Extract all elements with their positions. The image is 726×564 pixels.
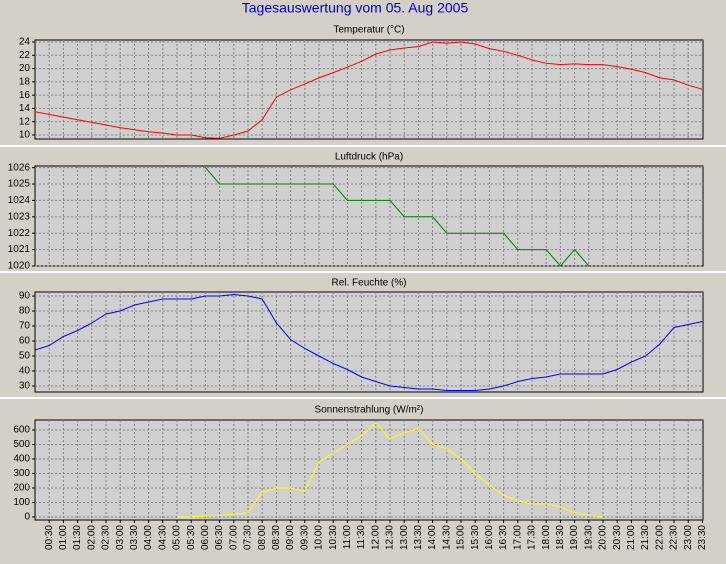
x-tick-label: 20:00 [598, 525, 609, 550]
x-tick-label: 23:00 [683, 525, 694, 550]
x-tick-label: 14:30 [441, 525, 452, 550]
x-tick-label: 23:30 [697, 525, 708, 550]
x-tick-label: 16:30 [498, 525, 509, 550]
x-tick-label: 15:30 [470, 525, 481, 550]
x-tick-label: 21:00 [626, 525, 637, 550]
chart-title: Temperatur (°C) [333, 25, 404, 36]
y-tick-label: 90 [19, 291, 31, 302]
x-tick-label: 05:00 [172, 525, 183, 550]
y-tick-label: 1022 [8, 228, 31, 239]
x-tick-label: 06:00 [200, 525, 211, 550]
x-tick-label: 07:00 [228, 525, 239, 550]
y-tick-label: 24 [19, 37, 31, 48]
y-tick-label: 1021 [8, 244, 31, 255]
y-tick-label: 40 [19, 366, 31, 377]
y-tick-label: 50 [19, 351, 31, 362]
x-tick-label: 11:00 [342, 525, 353, 550]
x-tick-label: 04:00 [143, 525, 154, 550]
x-tick-label: 16:00 [484, 525, 495, 550]
x-tick-label: 14:00 [427, 525, 438, 550]
y-tick-label: 600 [13, 425, 30, 436]
x-tick-label: 17:00 [512, 525, 523, 550]
x-tick-label: 10:00 [314, 525, 325, 550]
data-line [35, 293, 703, 391]
x-tick-label: 12:00 [370, 525, 381, 550]
y-tick-label: 0 [24, 512, 30, 523]
x-tick-label: 00:30 [44, 525, 55, 550]
x-tick-label: 12:30 [385, 525, 396, 550]
y-tick-label: 1020 [8, 261, 31, 272]
y-tick-label: 80 [19, 306, 31, 317]
y-tick-label: 1023 [8, 211, 31, 222]
x-tick-label: 05:30 [186, 525, 197, 550]
y-tick-label: 100 [13, 497, 30, 508]
y-tick-label: 1024 [8, 195, 31, 206]
x-tick-label: 17:30 [527, 525, 538, 550]
y-tick-label: 30 [19, 381, 31, 392]
plot-area [34, 291, 704, 393]
data-line [177, 422, 604, 518]
x-tick-label: 19:00 [569, 525, 580, 550]
y-tick-label: 12 [19, 116, 31, 127]
y-tick-label: 18 [19, 76, 31, 87]
x-tick-label: 10:30 [328, 525, 339, 550]
chart-title: Rel. Feuchte (%) [331, 278, 406, 289]
x-tick-label: 18:30 [555, 525, 566, 550]
chart-title: Luftdruck (hPa) [335, 152, 403, 163]
data-line [35, 41, 703, 139]
x-tick-label: 09:30 [299, 525, 310, 550]
x-tick-label: 22:30 [669, 525, 680, 550]
y-tick-label: 16 [19, 90, 31, 101]
x-tick-label: 07:30 [243, 525, 254, 550]
x-tick-label: 13:00 [399, 525, 410, 550]
x-tick-label: 20:30 [612, 525, 623, 550]
x-tick-label: 03:30 [129, 525, 140, 550]
x-tick-label: 11:30 [356, 525, 367, 550]
x-tick-label: 04:30 [157, 525, 168, 550]
x-tick-label: 09:00 [285, 525, 296, 550]
y-tick-label: 1025 [8, 179, 31, 190]
x-tick-label: 19:30 [583, 525, 594, 550]
chart-title: Sonnenstrahlung (W/m²) [315, 405, 424, 416]
plot-area [34, 39, 704, 140]
x-tick-label: 06:30 [214, 525, 225, 550]
y-tick-label: 60 [19, 336, 31, 347]
x-tick-label: 22:00 [654, 525, 665, 550]
y-tick-label: 70 [19, 321, 31, 332]
data-line [205, 167, 590, 266]
x-tick-label: 02:30 [101, 525, 112, 550]
x-tick-label: 08:00 [257, 525, 268, 550]
y-tick-label: 200 [13, 483, 30, 494]
x-tick-label: 01:00 [58, 525, 69, 550]
x-tick-label: 21:30 [640, 525, 651, 550]
y-tick-label: 1026 [8, 162, 31, 173]
x-tick-label: 03:00 [115, 525, 126, 550]
y-tick-label: 20 [19, 63, 31, 74]
plot-area [34, 419, 704, 521]
x-tick-label: 15:00 [456, 525, 467, 550]
y-tick-label: 300 [13, 468, 30, 479]
y-tick-label: 400 [13, 454, 30, 465]
y-tick-label: 22 [19, 50, 31, 61]
x-tick-label: 18:00 [541, 525, 552, 550]
y-tick-label: 14 [19, 103, 31, 114]
x-tick-label: 02:00 [86, 525, 97, 550]
x-tick-label: 13:30 [413, 525, 424, 550]
y-tick-label: 10 [19, 130, 31, 141]
x-tick-label: 08:30 [271, 525, 282, 550]
y-tick-label: 500 [13, 439, 30, 450]
page-title: Tagesauswertung vom 05. Aug 2005 [242, 0, 469, 16]
x-tick-label: 01:30 [72, 525, 83, 550]
